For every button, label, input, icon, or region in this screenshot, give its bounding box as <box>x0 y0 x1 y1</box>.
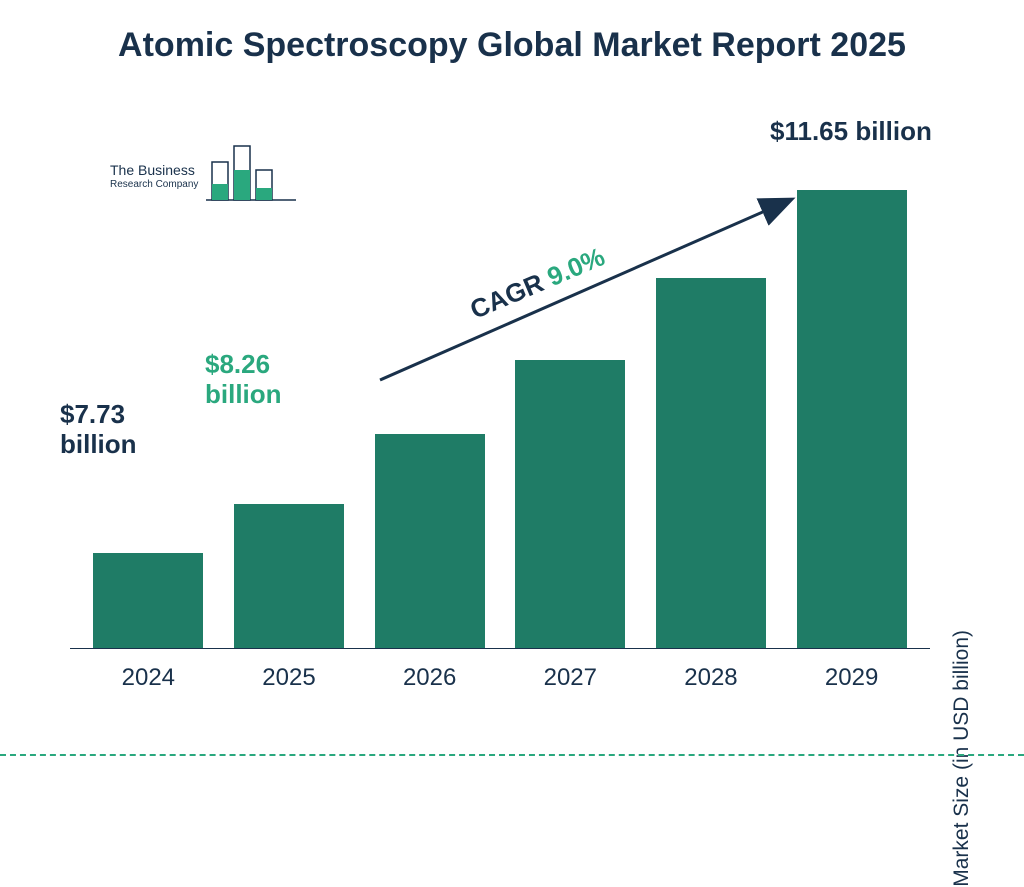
x-tick-label: 2026 <box>375 664 485 692</box>
bar-slot <box>797 190 907 648</box>
bar-slot <box>234 504 344 648</box>
x-axis-line <box>70 648 930 650</box>
x-tick-label: 2025 <box>234 664 344 692</box>
bar <box>656 278 766 648</box>
bar <box>515 360 625 648</box>
value-label: $8.26billion <box>205 350 282 410</box>
y-axis-label: Market Size (in USD billion) <box>950 630 974 887</box>
bar-slot <box>375 434 485 648</box>
value-label: $7.73billion <box>60 400 137 460</box>
footer-dashed-line <box>0 754 1024 756</box>
x-tick-label: 2027 <box>515 664 625 692</box>
x-tick-label: 2029 <box>797 664 907 692</box>
bar <box>93 553 203 648</box>
bars-container <box>70 158 930 648</box>
bar <box>797 190 907 648</box>
bar-slot <box>93 553 203 648</box>
x-tick-label: 2028 <box>656 664 766 692</box>
chart-title: Atomic Spectroscopy Global Market Report… <box>0 0 1024 67</box>
bar <box>234 504 344 648</box>
bar-slot <box>515 360 625 648</box>
x-tick-label: 2024 <box>93 664 203 692</box>
chart-area: 202420252026202720282029 Market Size (in… <box>70 120 930 700</box>
bar <box>375 434 485 648</box>
value-label: $11.65 billion <box>770 117 932 147</box>
x-axis-labels: 2024 2025 2026 2027 2028 2029 <box>70 664 930 692</box>
bar-slot <box>656 278 766 648</box>
